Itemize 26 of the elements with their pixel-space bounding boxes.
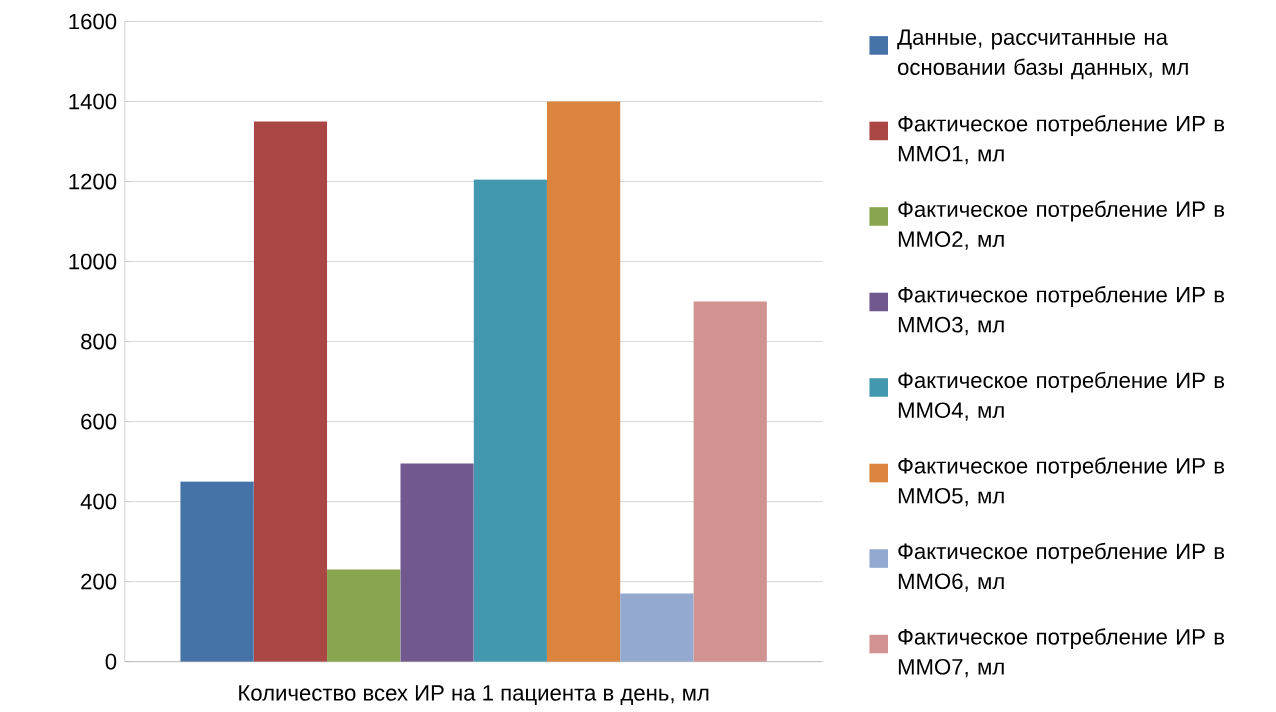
- y-tick-label: 0: [105, 653, 117, 670]
- bar: [620, 593, 694, 662]
- y-tick-label: 1000: [69, 253, 117, 270]
- legend-label: Данные, рассчитанные на основании базы данных, мл: [897, 29, 1188, 79]
- y-tick-label: 800: [81, 333, 117, 350]
- y-tick-label: 1200: [69, 173, 117, 190]
- y-tick-label: 1600: [69, 13, 117, 30]
- bar: [473, 179, 547, 662]
- bar: [180, 481, 254, 662]
- bar: [693, 301, 767, 662]
- legend-label: Фактическое потребление ИР в ММО6, мл: [898, 542, 1225, 592]
- bar: [546, 101, 621, 662]
- y-tick-label: 400: [80, 493, 117, 510]
- legend-label: Фактическое потребление ИР в ММО1, мл: [898, 114, 1225, 164]
- legend-label: Фактическое потребление ИР в ММО4, мл: [898, 371, 1225, 421]
- bar: [400, 463, 474, 662]
- y-tick-label: 600: [81, 413, 117, 430]
- y-tick-label: 1400: [69, 93, 117, 110]
- legend-label: Фактическое потребление ИР в ММО7, мл: [898, 627, 1225, 678]
- bar: [327, 569, 401, 662]
- bar: [253, 121, 328, 662]
- legend-label: Фактическое потребление ИР в ММО5, мл: [898, 456, 1225, 506]
- legend-label: Фактическое потребление ИР в ММО2, мл: [898, 200, 1225, 250]
- legend-label: Фактическое потребление ИР в ММО3, мл: [898, 285, 1225, 335]
- x-tick-label: Количество всех ИР на 1 пациента в день, мл: [239, 685, 709, 705]
- y-tick-label: 200: [81, 573, 117, 590]
